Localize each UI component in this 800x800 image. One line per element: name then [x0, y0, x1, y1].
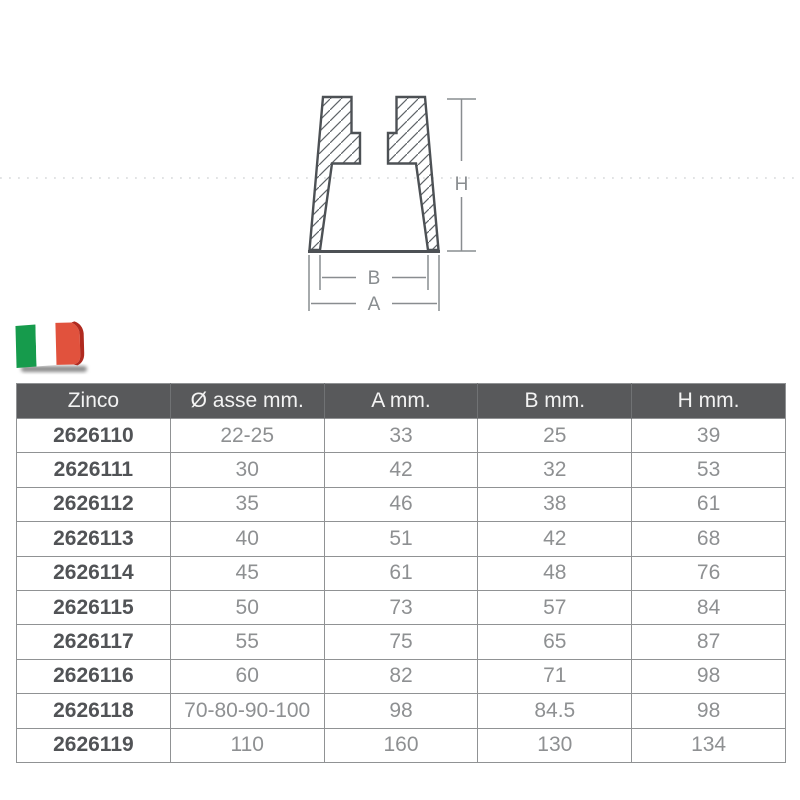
dimension-cell: 51	[323, 521, 479, 557]
table-row: 2626116 60 82 71 98	[16, 658, 786, 695]
dimension-cell: 84.5	[477, 693, 633, 729]
dimension-cell: 134	[631, 727, 786, 763]
dimension-cell: 53	[631, 452, 786, 488]
product-code-cell: 2626115	[16, 589, 171, 626]
table-row: 2626115 50 73 57 84	[16, 589, 786, 626]
dimension-cell: 45	[169, 555, 325, 591]
table-body: 2626110 22-25 33 25 39 2626111 30 42 32 53 2626112…	[16, 417, 786, 763]
flag-fold	[71, 321, 85, 366]
flag-green-stripe	[15, 324, 37, 368]
product-code-cell: 2626113	[16, 521, 171, 557]
dimension-cell: 76	[631, 555, 786, 591]
dimension-cell: 35	[169, 486, 325, 523]
column-header-a: A mm.	[323, 383, 478, 419]
product-code-cell: 2626110	[16, 417, 171, 454]
dimension-h	[447, 98, 476, 252]
dimension-cell: 55	[169, 624, 325, 660]
dimension-cell: 33	[323, 417, 479, 454]
table-row: 2626119 110 160 130 134	[16, 727, 786, 763]
product-code-cell: 2626114	[16, 555, 171, 591]
technical-drawing: H B A	[0, 95, 800, 315]
table-row: 2626117 55 75 65 87	[16, 624, 786, 660]
dimension-cell: 40	[169, 521, 325, 557]
dimension-cell: 48	[477, 555, 633, 591]
flag-white-stripe	[35, 322, 57, 367]
table-row: 2626110 22-25 33 25 39	[16, 417, 786, 454]
dimension-cell: 38	[477, 486, 633, 523]
column-header-h: H mm.	[631, 383, 786, 419]
dimension-cell: 46	[323, 486, 479, 523]
dimension-cell: 61	[323, 555, 479, 591]
dimension-cell: 57	[477, 589, 633, 626]
product-code-cell: 2626118	[16, 693, 171, 729]
dimension-a	[308, 255, 440, 311]
table-row: 2626113 40 51 42 68	[16, 521, 786, 557]
dimension-cell: 110	[169, 727, 325, 763]
product-code-cell: 2626112	[16, 486, 171, 523]
italy-flag-icon	[15, 321, 87, 372]
dimension-cell: 73	[323, 589, 479, 626]
dimension-cell: 84	[631, 589, 786, 626]
anode-section-left-wall	[308, 95, 362, 252]
dimension-cell: 98	[323, 693, 479, 729]
dimension-cell: 87	[631, 624, 786, 660]
product-code-cell: 2626117	[16, 624, 171, 660]
dimension-cell: 65	[477, 624, 633, 660]
column-header-shaft-diameter: Ø asse mm.	[169, 383, 325, 419]
spec-table: Zinco Ø asse mm. A mm. B mm. H mm. 26261…	[16, 383, 786, 763]
table-row: 2626118 70-80-90-100 98 84.5 98	[16, 693, 786, 729]
dim-label-h: H	[455, 174, 469, 195]
table-header-row: Zinco Ø asse mm. A mm. B mm. H mm.	[16, 383, 786, 419]
dimension-cell: 42	[323, 452, 479, 488]
dimension-cell: 61	[631, 486, 786, 523]
dimension-cell: 25	[477, 417, 633, 454]
dimension-cell: 68	[631, 521, 786, 557]
dim-label-a: A	[368, 294, 381, 315]
dimension-cell: 60	[169, 658, 325, 695]
anode-section-right-wall	[386, 95, 440, 252]
dimension-cell: 50	[169, 589, 325, 626]
dimension-cell: 130	[477, 727, 633, 763]
dimension-cell: 160	[323, 727, 479, 763]
flag-red-stripe	[55, 322, 81, 365]
dimension-cell: 32	[477, 452, 633, 488]
product-code-cell: 2626111	[16, 452, 171, 488]
dimension-cell: 42	[477, 521, 633, 557]
product-code-cell: 2626119	[16, 727, 171, 763]
product-code-cell: 2626116	[16, 658, 171, 695]
column-header-b: B mm.	[477, 383, 632, 419]
dimension-cell: 98	[631, 693, 786, 729]
dimension-cell: 75	[323, 624, 479, 660]
dim-label-b: B	[368, 268, 381, 289]
dimension-cell: 71	[477, 658, 633, 695]
table-row: 2626112 35 46 38 61	[16, 486, 786, 523]
dimension-b	[319, 255, 429, 290]
dimension-cell: 70-80-90-100	[169, 693, 325, 729]
dimension-cell: 39	[631, 417, 786, 454]
dimension-cell: 82	[323, 658, 479, 695]
dimension-cell: 98	[631, 658, 786, 695]
column-header-zinco: Zinco	[16, 383, 171, 419]
table-row: 2626114 45 61 48 76	[16, 555, 786, 591]
table-row: 2626111 30 42 32 53	[16, 452, 786, 488]
dimension-cell: 22-25	[169, 417, 325, 454]
dimension-cell: 30	[169, 452, 325, 488]
